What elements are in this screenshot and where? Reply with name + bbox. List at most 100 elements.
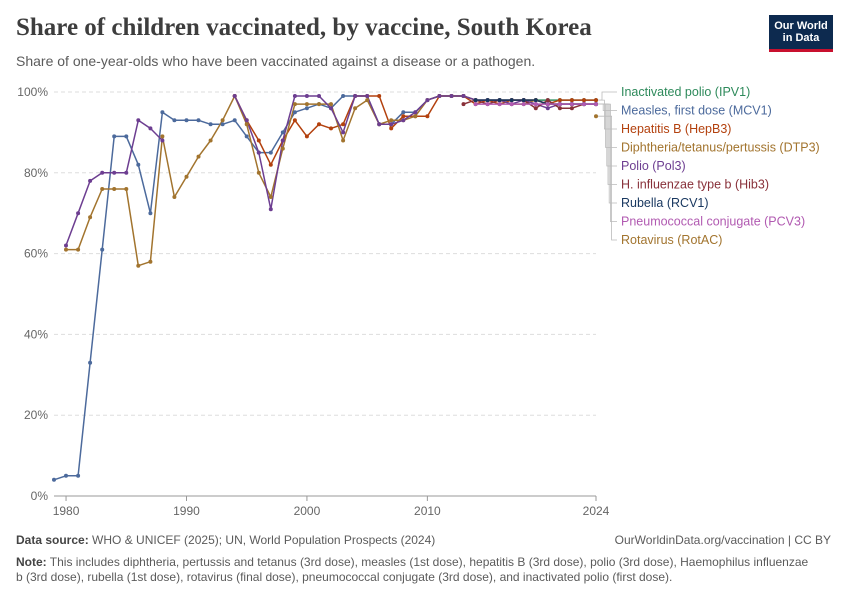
data-point [557, 102, 562, 107]
data-point [112, 134, 117, 139]
data-point [377, 122, 382, 127]
legend-label: Rubella (RCV1) [621, 196, 709, 210]
data-point [341, 122, 346, 127]
data-point [594, 102, 598, 107]
data-point [280, 130, 285, 135]
data-point [317, 94, 321, 98]
data-point [232, 118, 237, 123]
data-point [232, 94, 237, 98]
legend-connector [598, 91, 617, 101]
data-point [413, 110, 418, 115]
series-points [52, 94, 598, 482]
chart-note: Note: This includes diphtheria, pertussi… [16, 555, 816, 585]
data-point [184, 174, 189, 179]
data-point [353, 106, 358, 111]
data-point [184, 118, 189, 123]
data-point [148, 211, 153, 216]
data-point [497, 98, 502, 103]
legend-label: Diphtheria/tetanus/pertussis (DTP3) [621, 141, 820, 155]
logo-line-2: in Data [782, 32, 820, 44]
data-point [365, 98, 370, 103]
data-point [88, 360, 93, 365]
data-point [244, 134, 249, 139]
data-point [545, 102, 550, 107]
data-point [220, 118, 225, 123]
data-point [304, 94, 309, 98]
data-point [582, 98, 586, 103]
data-point [329, 126, 333, 131]
data-point [353, 94, 358, 98]
series-line [53, 95, 596, 481]
legend-label: Pneumococcal conjugate (PCV3) [621, 215, 805, 229]
data-source-text: WHO & UNICEF (2025); UN, World Populatio… [92, 533, 436, 547]
data-point [196, 118, 201, 123]
x-axis: 1980 1990 2000 2010 2024 [53, 496, 610, 518]
chart-title: Share of children vaccinated, by vaccine… [16, 14, 592, 41]
data-point [292, 110, 297, 115]
x-tick-label: 2000 [294, 504, 321, 518]
data-point [304, 106, 309, 111]
x-tick-label: 1980 [53, 504, 80, 518]
logo-line-1: Our World [774, 20, 828, 32]
data-point [533, 106, 538, 111]
data-point [389, 126, 394, 131]
data-point [317, 122, 321, 127]
data-point [304, 102, 309, 107]
legend-connector [598, 103, 617, 222]
data-point [304, 134, 309, 139]
data-point [425, 114, 430, 119]
data-point [413, 114, 418, 119]
legend-label: Hepatitis B (HepB3) [621, 122, 731, 136]
data-point [172, 195, 177, 199]
legend: Inactivated polio (IPV1) Measles, first d… [598, 85, 820, 247]
data-point [256, 138, 261, 143]
series-lines [53, 95, 596, 481]
data-point [88, 178, 93, 183]
data-point [569, 102, 574, 107]
x-tick-label: 1990 [173, 504, 200, 518]
data-point [52, 477, 56, 482]
grid-lines [54, 91, 596, 497]
data-point [569, 106, 574, 111]
data-point [160, 134, 165, 139]
owid-logo[interactable]: Our World in Data [769, 15, 833, 52]
data-point [437, 94, 442, 98]
data-point [341, 138, 346, 143]
y-tick-label: 40% [24, 327, 48, 341]
series-line [66, 95, 596, 267]
data-point [497, 102, 502, 107]
data-point [124, 134, 129, 139]
data-point [256, 150, 261, 155]
data-point [64, 473, 68, 478]
data-point [244, 118, 249, 123]
data-point [533, 102, 538, 107]
data-point [136, 118, 141, 123]
data-point [569, 98, 574, 103]
legend-connector [598, 115, 617, 241]
legend-label: H. influenzae type b (Hib3) [621, 178, 769, 192]
legend-connector [598, 103, 617, 167]
data-point [341, 130, 346, 135]
data-point [292, 94, 297, 98]
legend-label: Inactivated polio (IPV1) [621, 85, 750, 99]
data-point [136, 162, 141, 167]
data-point [401, 118, 406, 123]
data-point [582, 102, 586, 107]
legend-connector [598, 103, 617, 111]
data-point [148, 126, 153, 131]
data-point [425, 98, 430, 103]
data-point [509, 98, 514, 103]
data-point [521, 98, 526, 103]
data-point [485, 98, 490, 103]
legend-label: Polio (Pol3) [621, 159, 686, 173]
legend-connector [598, 103, 617, 204]
data-point [594, 114, 598, 119]
data-point [509, 102, 514, 107]
data-point [268, 162, 273, 167]
legend-label: Rotavirus (RotAC) [621, 233, 722, 247]
license-link[interactable]: OurWorldinData.org/vaccination | CC BY [614, 533, 831, 547]
data-point [64, 247, 68, 252]
data-point [112, 187, 117, 191]
data-point [76, 473, 81, 478]
data-point [461, 102, 466, 107]
